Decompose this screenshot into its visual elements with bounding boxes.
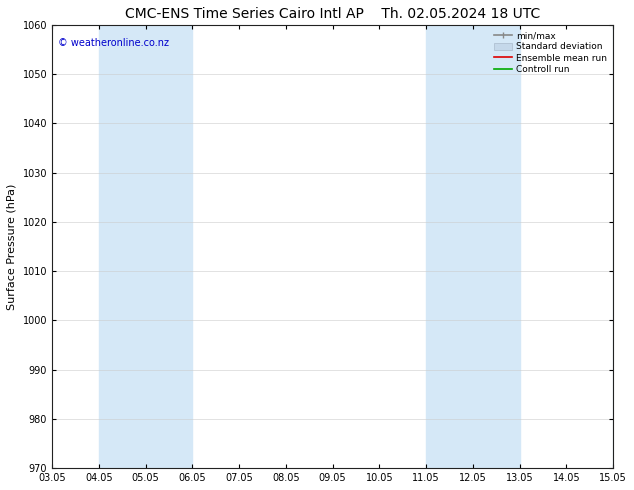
Bar [99,25,146,468]
Y-axis label: Surface Pressure (hPa): Surface Pressure (hPa) [7,183,17,310]
Bar [473,25,520,468]
Title: CMC-ENS Time Series Cairo Intl AP    Th. 02.05.2024 18 UTC: CMC-ENS Time Series Cairo Intl AP Th. 02… [125,7,540,21]
Bar [146,25,192,468]
Bar [426,25,473,468]
Bar [613,25,634,468]
Text: © weatheronline.co.nz: © weatheronline.co.nz [58,38,169,48]
Legend: min/max, Standard deviation, Ensemble mean run, Controll run: min/max, Standard deviation, Ensemble me… [493,29,609,76]
